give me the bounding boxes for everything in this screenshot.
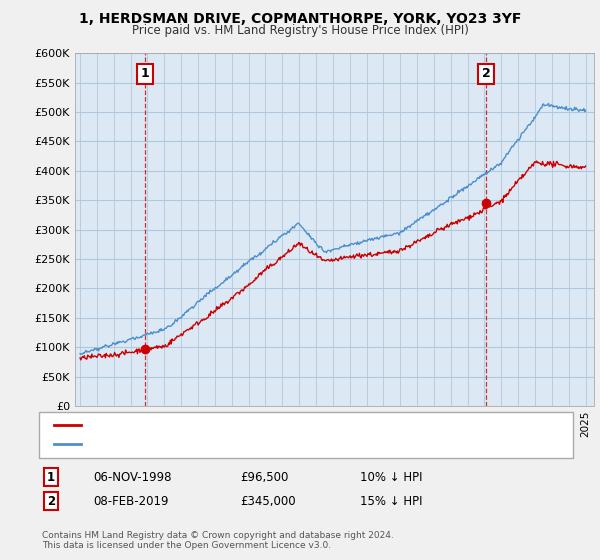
Text: 1, HERDSMAN DRIVE, COPMANTHORPE, YORK, YO23 3YF (detached house): 1, HERDSMAN DRIVE, COPMANTHORPE, YORK, Y… (87, 421, 458, 430)
Text: HPI: Average price, detached house, York: HPI: Average price, detached house, York (87, 439, 292, 449)
Text: Contains HM Land Registry data © Crown copyright and database right 2024.
This d: Contains HM Land Registry data © Crown c… (42, 530, 394, 550)
Text: 10% ↓ HPI: 10% ↓ HPI (360, 470, 422, 484)
Text: £96,500: £96,500 (240, 470, 289, 484)
Text: 1, HERDSMAN DRIVE, COPMANTHORPE, YORK, YO23 3YF: 1, HERDSMAN DRIVE, COPMANTHORPE, YORK, Y… (79, 12, 521, 26)
Text: Price paid vs. HM Land Registry's House Price Index (HPI): Price paid vs. HM Land Registry's House … (131, 24, 469, 37)
Text: 1: 1 (47, 470, 55, 484)
Text: 06-NOV-1998: 06-NOV-1998 (93, 470, 172, 484)
Text: 15% ↓ HPI: 15% ↓ HPI (360, 494, 422, 508)
Text: 2: 2 (482, 67, 491, 80)
Text: £345,000: £345,000 (240, 494, 296, 508)
Text: 08-FEB-2019: 08-FEB-2019 (93, 494, 169, 508)
Text: 2: 2 (47, 494, 55, 508)
Text: 1: 1 (140, 67, 149, 80)
